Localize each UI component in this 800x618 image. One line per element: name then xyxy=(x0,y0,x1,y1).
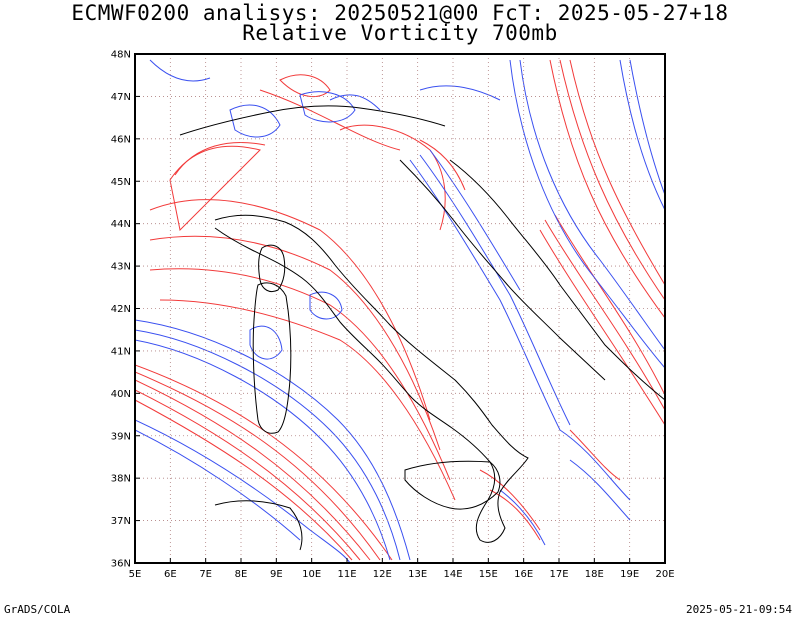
map-subtitle: Relative Vorticity 700mb xyxy=(242,21,558,45)
lat-lon-grid xyxy=(135,54,665,563)
lon-label-10E: 10E xyxy=(302,569,321,580)
lon-label-19E: 19E xyxy=(620,569,639,580)
coastlines xyxy=(179,105,666,551)
lat-label-48N: 48N xyxy=(111,50,131,61)
lat-label-46N: 46N xyxy=(111,134,131,145)
lon-label-7E: 7E xyxy=(199,569,212,580)
vorticity-map: 36N37N38N39N40N41N42N43N44N45N46N47N48N … xyxy=(111,50,675,581)
lon-label-5E: 5E xyxy=(129,569,142,580)
corsica-coastline xyxy=(258,244,286,293)
negative-vorticity-contours xyxy=(135,59,665,563)
longitude-labels: 5E 6E 7E 8E 9E 10E 11E 12E 13E 14E 15E 16E 17E 18E 19E… xyxy=(129,558,675,580)
lon-label-16E: 16E xyxy=(514,569,533,580)
sicily-coastline xyxy=(404,460,501,510)
latitude-labels: 36N 37N 38N 39N 40N 41N 42N 43N 44N 45N 46N 47N 48N xyxy=(111,50,140,570)
lon-label-6E: 6E xyxy=(164,569,177,580)
lat-label-41N: 41N xyxy=(111,346,131,357)
lat-label-42N: 42N xyxy=(111,304,131,315)
footer-credit: GrADS/COLA xyxy=(4,603,71,616)
italy-coastline xyxy=(214,214,529,543)
lat-label-44N: 44N xyxy=(111,219,131,230)
adriatic-coastline xyxy=(399,159,606,381)
lat-label-36N: 36N xyxy=(111,559,131,570)
lat-label-47N: 47N xyxy=(111,92,131,103)
lon-label-18E: 18E xyxy=(585,569,604,580)
footer-timestamp: 2025-05-21-09:54 xyxy=(686,603,792,616)
lon-label-20E: 20E xyxy=(655,569,674,580)
balkan-coastline xyxy=(449,159,666,401)
lon-label-9E: 9E xyxy=(270,569,283,580)
lat-label-45N: 45N xyxy=(111,177,131,188)
alps-border xyxy=(179,105,446,136)
lon-label-13E: 13E xyxy=(408,569,427,580)
lon-label-8E: 8E xyxy=(235,569,248,580)
lon-label-12E: 12E xyxy=(373,569,392,580)
positive-vorticity-contours xyxy=(135,59,665,561)
lon-label-15E: 15E xyxy=(479,569,498,580)
tunisia-coastline xyxy=(214,500,303,551)
lat-label-37N: 37N xyxy=(111,516,131,527)
contour-field xyxy=(135,59,665,563)
sardinia-coastline xyxy=(252,282,292,434)
lat-label-39N: 39N xyxy=(111,431,131,442)
lon-label-17E: 17E xyxy=(549,569,568,580)
lat-label-38N: 38N xyxy=(111,474,131,485)
lon-label-14E: 14E xyxy=(443,569,462,580)
map-title: ECMWF0200 analisys: 20250521@00 FcT: 202… xyxy=(71,1,729,25)
lat-label-43N: 43N xyxy=(111,262,131,273)
lon-label-11E: 11E xyxy=(337,569,356,580)
lat-label-40N: 40N xyxy=(111,389,131,400)
